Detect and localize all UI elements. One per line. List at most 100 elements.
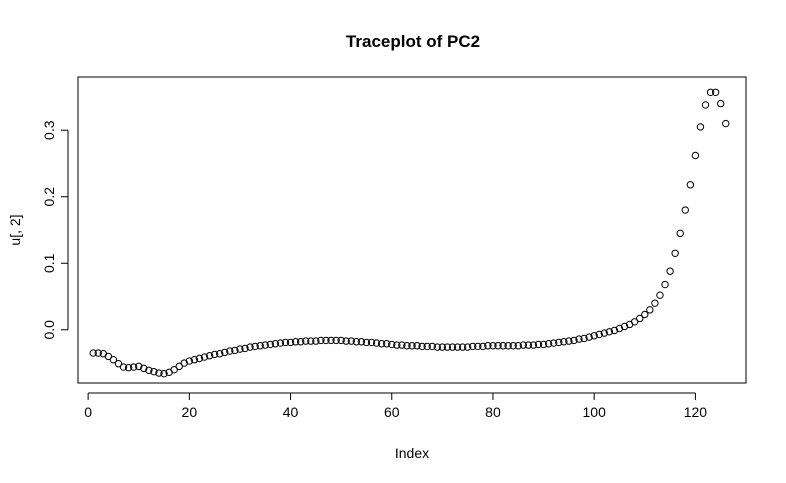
x-tick-label: 20 [182,404,198,420]
y-tick-label: 0.2 [41,187,57,207]
data-point [210,350,219,359]
data-point [686,181,695,189]
data-point [114,360,123,368]
y-axis-label: u[, 2] [7,214,23,245]
chart-title: Traceplot of PC2 [346,32,480,51]
x-tick-label: 0 [84,404,92,420]
data-point [342,337,350,345]
data-point [408,342,416,350]
data-point [484,342,492,350]
data-point [646,306,654,314]
data-point [529,341,538,349]
data-point [307,337,315,345]
data-point [337,336,345,345]
x-axis-label: Index [395,445,429,461]
data-point [585,333,593,341]
data-point [246,343,254,351]
data-point [575,335,583,343]
data-point [286,338,295,347]
data-point [610,326,619,335]
data-point [630,318,639,326]
data-point [651,299,659,307]
y-tick-label: 0.0 [41,320,57,340]
data-point [271,340,280,348]
data-point [428,342,436,351]
data-point [413,342,421,350]
data-point [600,329,609,337]
data-point [200,353,209,361]
data-point [469,342,477,351]
x-tick-label: 40 [283,404,299,420]
data-point [671,249,679,257]
data-point [549,339,558,347]
data-point [231,346,239,355]
data-point [94,349,102,357]
data-point [140,364,148,373]
data-point [302,337,310,345]
data-point [489,342,497,350]
data-point [382,340,391,348]
data-point [393,341,401,349]
y-tick-label: 0.1 [41,253,57,273]
data-point [195,354,204,363]
data-point [666,267,674,275]
data-point [104,352,113,361]
data-point [423,342,431,351]
x-tick-label: 60 [384,404,400,420]
data-point [89,349,97,357]
data-point [696,123,705,131]
data-point [636,314,644,323]
data-point [448,343,457,351]
data-points [89,88,730,378]
data-point [519,341,528,349]
data-point [261,341,269,349]
data-point [377,340,386,348]
data-point [524,341,533,349]
data-point [322,336,330,345]
data-point [438,343,447,351]
data-point [332,336,340,345]
data-point [150,367,158,376]
data-point [418,342,426,351]
data-point [691,151,700,160]
data-point [312,337,320,345]
data-point [458,343,467,351]
data-point [479,342,487,351]
data-point [251,342,259,351]
data-point [241,344,249,353]
data-point [701,101,710,109]
x-tick-label: 120 [684,404,708,420]
x-tick-label: 100 [583,404,607,420]
data-point [236,345,244,353]
data-point [534,340,543,349]
data-point [494,342,502,350]
data-point [175,362,183,371]
plot-frame [77,76,747,384]
data-point [215,350,224,358]
data-point [443,343,452,351]
data-point [656,291,664,299]
data-point [514,342,522,350]
data-point [362,338,371,347]
data-point [615,324,624,333]
data-point [580,334,588,343]
data-point [347,337,355,345]
data-point [620,322,629,331]
y-tick-label: 0.3 [41,120,57,140]
data-point [190,356,199,364]
data-point [641,310,649,319]
data-point [595,330,603,339]
data-point [463,343,472,351]
data-point [185,357,194,365]
data-point [590,332,598,340]
data-point [661,280,669,289]
data-point [560,338,568,346]
data-point [367,338,376,347]
data-point [119,363,128,371]
data-point [372,339,381,347]
data-point [565,337,573,345]
data-point [722,119,730,128]
data-point [605,328,614,336]
data-point [433,343,442,351]
